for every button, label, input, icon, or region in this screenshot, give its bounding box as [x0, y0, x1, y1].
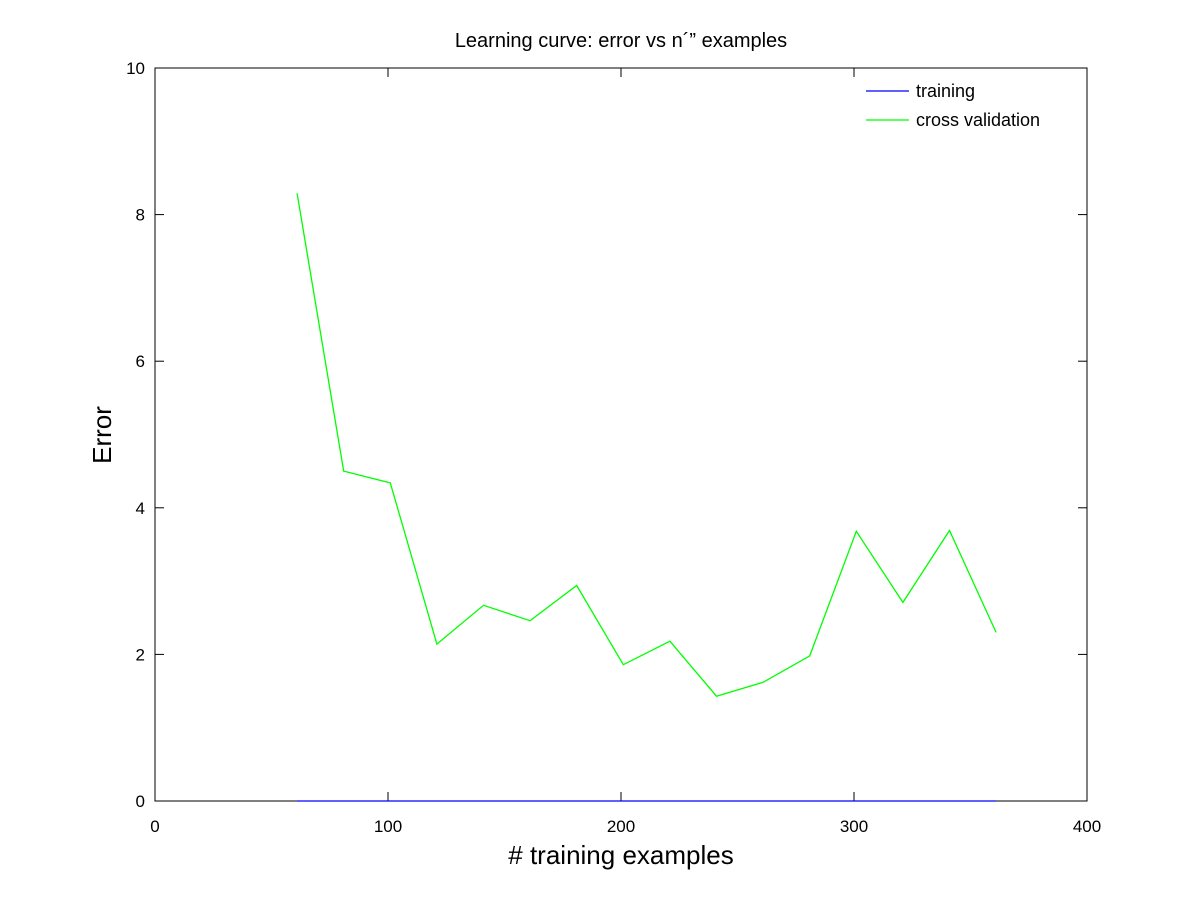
- x-tick-label: 0: [150, 817, 159, 836]
- x-tick-label: 200: [607, 817, 635, 836]
- x-tick-label: 400: [1073, 817, 1101, 836]
- legend-label-training: training: [916, 81, 975, 101]
- chart-title: Learning curve: error vs n´” examples: [455, 30, 787, 52]
- legend: training cross validation: [866, 81, 1040, 130]
- y-tick-label: 6: [136, 352, 145, 371]
- y-axis-label: Error: [87, 406, 117, 464]
- plot-area: 0 100 200 300 400 0 2 4 6 8 10: [126, 59, 1101, 836]
- y-tick-label: 10: [126, 59, 145, 78]
- y-tick-label: 4: [136, 499, 145, 518]
- x-tick-label: 300: [840, 817, 868, 836]
- y-tick-label: 0: [136, 792, 145, 811]
- y-tick-label: 2: [136, 645, 145, 664]
- series-line-cross-validation: [296, 193, 997, 697]
- x-axis-label: # training examples: [508, 840, 733, 870]
- x-tick-label: 100: [374, 817, 402, 836]
- y-tick-label: 8: [136, 206, 145, 225]
- legend-label-cross-validation: cross validation: [916, 110, 1040, 130]
